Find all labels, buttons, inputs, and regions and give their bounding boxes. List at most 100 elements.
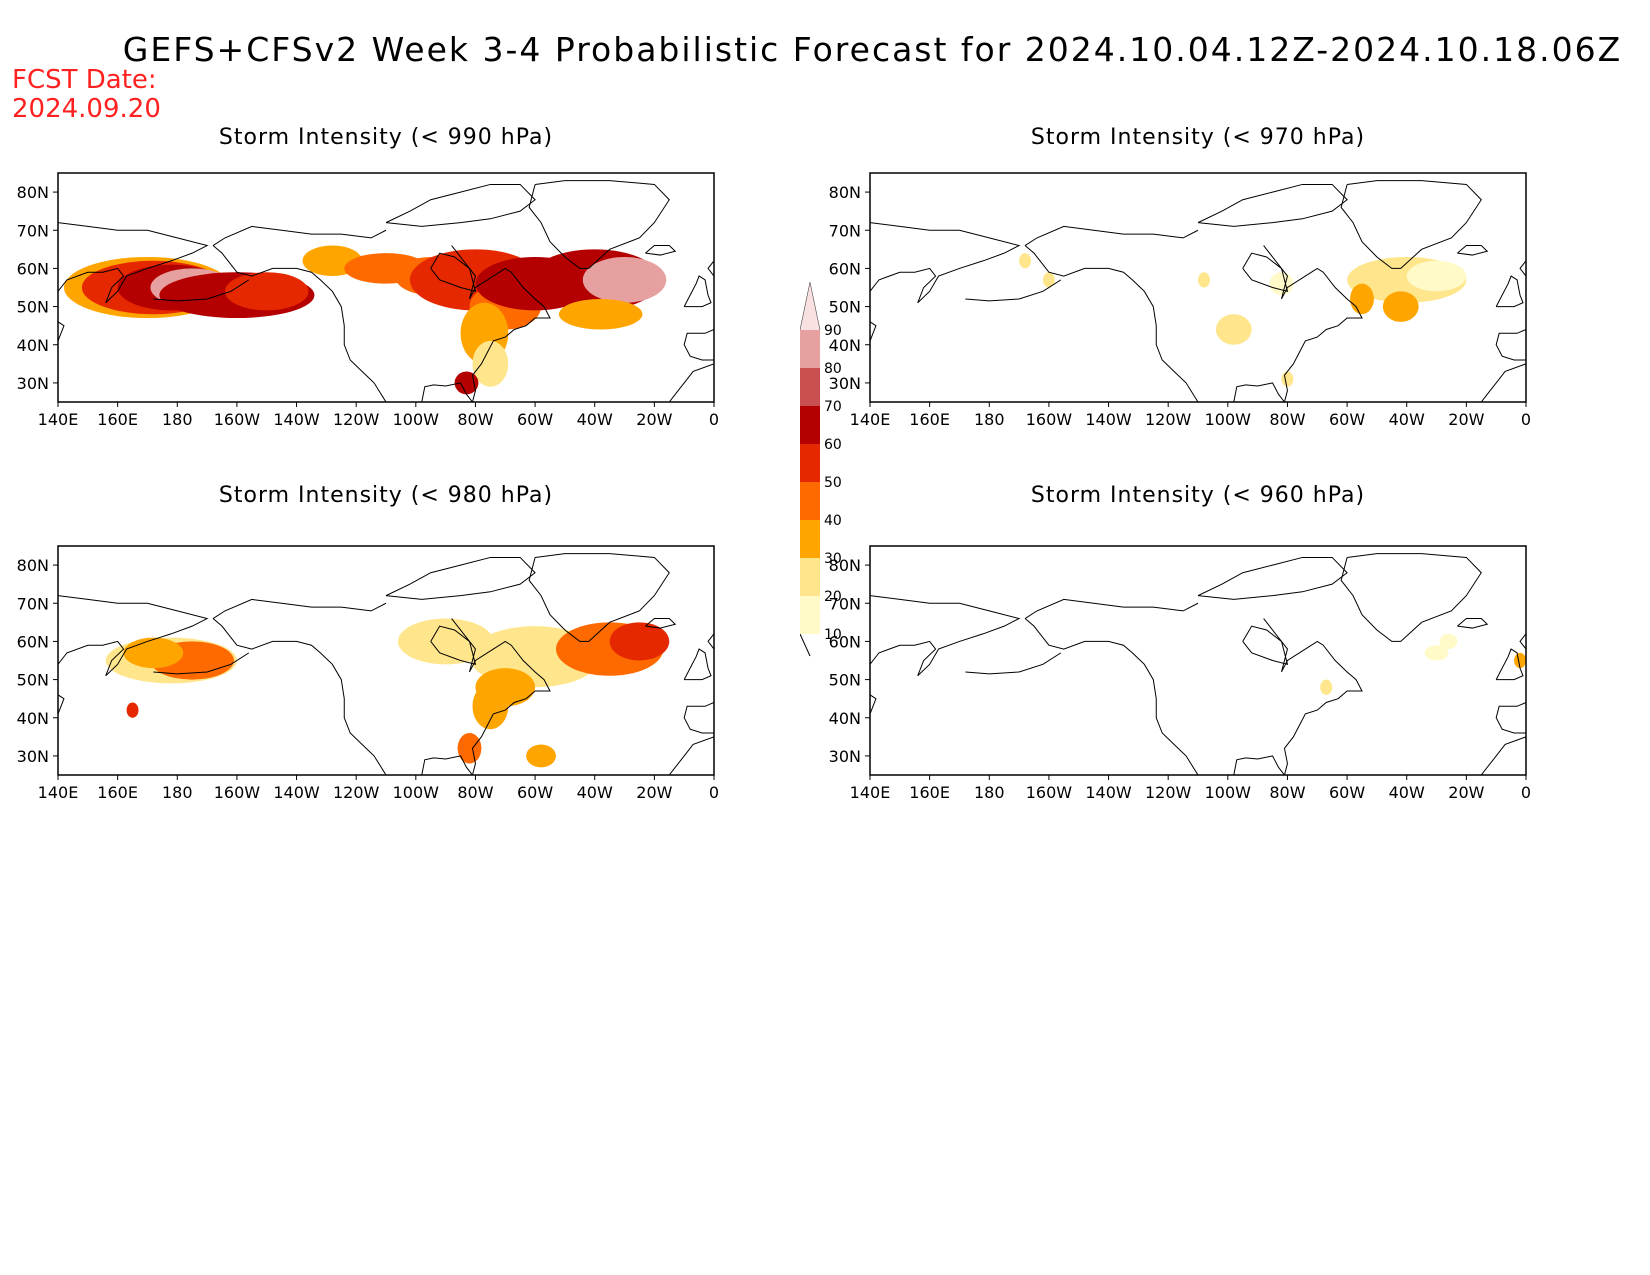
coastline xyxy=(707,633,714,650)
coastline xyxy=(430,625,477,666)
coastline xyxy=(212,598,387,619)
coastline xyxy=(1024,618,1199,775)
lon-tick-label: 0 xyxy=(709,783,719,802)
lon-tick-label: 160W xyxy=(214,783,261,802)
lat-tick-label: 30N xyxy=(17,374,49,393)
lon-tick-label: 140E xyxy=(38,410,79,429)
probability-area xyxy=(126,702,139,718)
coastline xyxy=(1480,736,1526,775)
coastline xyxy=(1233,382,1285,402)
colorbar-label: 10 xyxy=(824,627,842,643)
probability-area xyxy=(224,272,309,311)
lat-tick-label: 80N xyxy=(829,556,861,575)
colorbar-swatch xyxy=(800,482,820,520)
lon-tick-label: 20W xyxy=(636,410,672,429)
coastline xyxy=(1242,252,1289,293)
probability-area xyxy=(397,618,494,665)
lon-tick-label: 100W xyxy=(393,783,440,802)
coastline xyxy=(1495,275,1524,308)
lat-tick-label: 70N xyxy=(17,221,49,240)
probability-area xyxy=(457,733,482,764)
coastline xyxy=(707,260,714,277)
coastline xyxy=(668,736,714,775)
coastline xyxy=(965,652,1062,675)
lon-tick-label: 160E xyxy=(97,410,138,429)
coastline xyxy=(683,275,712,308)
colorbar-swatch xyxy=(800,406,820,444)
coastline xyxy=(1495,648,1524,681)
lat-tick-label: 40N xyxy=(17,336,49,355)
probability-area xyxy=(1320,679,1333,695)
lon-tick-label: 0 xyxy=(709,410,719,429)
lon-tick-label: 140W xyxy=(273,783,320,802)
coastline xyxy=(58,694,65,715)
map-panel-2: 80N 70N 60N 50N 40N 30N 140E 160E 180 160W 140W 120… xyxy=(829,172,1531,429)
lat-tick-label: 80N xyxy=(17,556,49,575)
map-frame xyxy=(57,172,715,403)
lon-tick-label: 60W xyxy=(517,410,553,429)
lon-tick-label: 140E xyxy=(850,783,891,802)
coastline xyxy=(1024,245,1199,402)
coastline xyxy=(1197,183,1348,227)
coastline xyxy=(58,321,65,342)
map-frame xyxy=(57,545,715,776)
probability-area xyxy=(1406,260,1467,292)
lat-tick-label: 60N xyxy=(829,632,861,651)
panel-title-980: Storm Intensity (< 980 hPa) xyxy=(218,483,554,508)
probability-area xyxy=(1514,652,1526,669)
lon-tick-label: 180 xyxy=(162,783,193,802)
coastline xyxy=(58,222,209,304)
colorbar-swatch xyxy=(800,330,820,368)
coastline xyxy=(385,183,536,227)
probability-area xyxy=(472,340,509,387)
lon-tick-label: 160W xyxy=(214,410,261,429)
coastline xyxy=(1024,598,1199,619)
colorbar: 10 20 30 40 50 60 70 80 90 xyxy=(800,281,842,657)
probability-area xyxy=(123,637,184,669)
lon-tick-label: 20W xyxy=(636,783,672,802)
colorbar-swatch xyxy=(800,558,820,596)
lon-tick-label: 80W xyxy=(457,783,493,802)
lat-tick-label: 80N xyxy=(829,183,861,202)
coastline xyxy=(385,556,536,600)
lat-tick-label: 70N xyxy=(17,594,49,613)
coastline xyxy=(870,222,1021,304)
coastline xyxy=(1457,618,1489,629)
lat-tick-label: 70N xyxy=(829,221,861,240)
coastline xyxy=(212,618,387,775)
coastline xyxy=(1197,556,1348,600)
probability-area xyxy=(1042,272,1055,288)
coastline xyxy=(683,648,712,681)
coastline xyxy=(1263,245,1363,402)
lon-tick-label: 100W xyxy=(1205,410,1252,429)
coastline xyxy=(528,553,670,642)
lat-tick-label: 60N xyxy=(829,259,861,278)
map-panels: 80N 70N 60N 50N 40N 30N 140E 160E 180 160W 140W 120… xyxy=(17,172,1531,802)
panel-title-990: Storm Intensity (< 990 hPa) xyxy=(218,125,554,150)
lon-tick-label: 140W xyxy=(273,410,320,429)
lon-tick-label: 20W xyxy=(1448,783,1484,802)
coastline xyxy=(451,245,551,402)
map-frame xyxy=(869,545,1527,776)
lon-tick-label: 120W xyxy=(1145,410,1192,429)
lon-tick-label: 40W xyxy=(1389,783,1425,802)
coastline xyxy=(1495,329,1526,361)
coastline xyxy=(58,595,209,677)
lon-tick-label: 40W xyxy=(577,783,613,802)
colorbar-label: 60 xyxy=(824,437,842,453)
probability-area xyxy=(1281,371,1294,387)
probability-area xyxy=(1215,314,1252,345)
map-panel-1: 80N 70N 60N 50N 40N 30N 140E 160E 180 160W 140W 120… xyxy=(17,172,719,429)
lon-tick-label: 60W xyxy=(1329,783,1365,802)
map-panel-3: 80N 70N 60N 50N 40N 30N 140E 160E 180 160W 140W 120… xyxy=(17,545,719,802)
lon-tick-label: 40W xyxy=(1389,410,1425,429)
map-frame xyxy=(869,172,1527,403)
coastline xyxy=(1233,755,1285,775)
lon-tick-label: 180 xyxy=(162,410,193,429)
lon-tick-label: 60W xyxy=(1329,410,1365,429)
probability-area xyxy=(1439,633,1458,650)
coastline xyxy=(1340,180,1482,269)
lon-tick-label: 140W xyxy=(1085,783,1132,802)
coastline xyxy=(668,363,714,402)
coastline xyxy=(870,694,877,715)
